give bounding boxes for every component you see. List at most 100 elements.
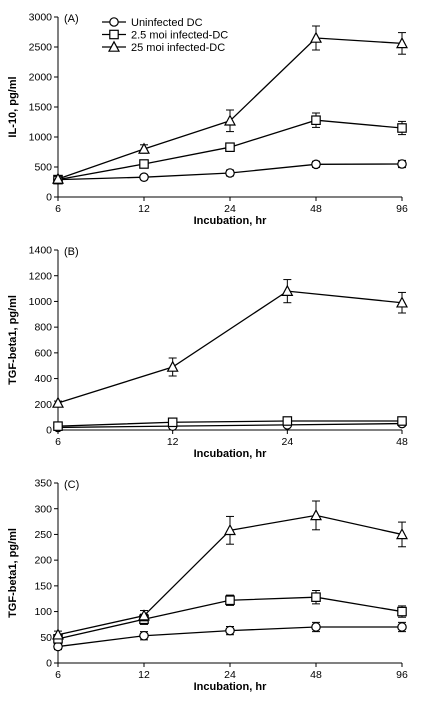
data-point xyxy=(139,630,149,641)
x-tick-label: 12 xyxy=(138,669,150,681)
data-point xyxy=(311,159,321,170)
data-point xyxy=(397,606,407,617)
x-tick-label: 24 xyxy=(281,436,293,448)
y-tick-label: 800 xyxy=(34,322,52,334)
x-tick-label: 6 xyxy=(55,436,61,448)
y-tick-label: 300 xyxy=(34,503,52,515)
x-tick-label: 96 xyxy=(396,669,408,681)
x-axis-title: Incubation, hr xyxy=(194,681,267,693)
y-tick-label: 1000 xyxy=(29,296,53,308)
legend-marker xyxy=(108,40,120,52)
y-tick-label: 1500 xyxy=(29,102,53,114)
data-point xyxy=(281,284,294,296)
data-point xyxy=(311,115,321,125)
x-tick-label: 6 xyxy=(55,669,61,681)
data-point xyxy=(166,360,179,372)
data-point xyxy=(310,31,322,43)
y-tick-label: 100 xyxy=(34,606,52,618)
y-tick-label: 400 xyxy=(34,373,52,385)
data-point xyxy=(138,609,150,621)
y-tick-label: 0 xyxy=(46,658,52,670)
x-tick-label: 48 xyxy=(396,436,408,448)
data-point xyxy=(224,114,236,126)
series-square xyxy=(53,416,407,431)
data-point xyxy=(311,622,321,632)
y-tick-label: 200 xyxy=(34,555,52,567)
series-triangle xyxy=(52,279,408,408)
legend-marker xyxy=(109,29,119,40)
x-axis-title: Incubation, hr xyxy=(194,215,267,227)
series-circle xyxy=(53,621,407,652)
data-point xyxy=(396,36,408,49)
panel-0: 0 500 1000 1500 2000 2500 3000 6 12 24 48 96 Incubat… xyxy=(7,12,408,227)
data-point xyxy=(396,296,408,308)
data-point xyxy=(397,622,407,632)
legend-label: Uninfected DC xyxy=(131,17,203,29)
data-point xyxy=(397,159,407,169)
y-tick-label: 600 xyxy=(34,347,52,359)
y-tick-label: 1200 xyxy=(29,270,53,282)
data-point xyxy=(225,625,235,636)
series-line xyxy=(57,420,402,427)
data-point xyxy=(397,123,407,133)
x-tick-label: 6 xyxy=(55,203,61,215)
panel-2: 0 50 100 150 200 250 300 350 6 12 24 48 96 Incubation… xyxy=(7,478,408,693)
data-point xyxy=(139,159,149,169)
data-point xyxy=(167,417,178,428)
panel-label: (C) xyxy=(64,479,79,491)
x-tick-label: 12 xyxy=(167,436,179,448)
x-tick-label: 96 xyxy=(396,203,408,215)
legend-label: 2.5 moi infected-DC xyxy=(131,29,228,41)
y-tick-label: 200 xyxy=(34,399,52,411)
series-square xyxy=(53,589,407,644)
y-tick-label: 1400 xyxy=(29,245,53,257)
data-point xyxy=(138,142,150,154)
y-axis-title: IL-10, pg/ml xyxy=(7,76,19,137)
y-axis-title: TGF-beta1, pg/ml xyxy=(7,528,19,618)
panel-label: (B) xyxy=(64,246,79,258)
y-tick-label: 2000 xyxy=(29,72,53,84)
y-tick-label: 0 xyxy=(46,192,52,204)
series-line xyxy=(57,422,403,429)
x-tick-label: 48 xyxy=(310,203,322,215)
data-point xyxy=(52,172,64,184)
data-point xyxy=(282,416,293,426)
series-triangle xyxy=(52,500,408,640)
y-tick-label: 1000 xyxy=(29,132,53,144)
series-circle xyxy=(53,159,407,185)
x-tick-label: 12 xyxy=(138,203,150,215)
data-point xyxy=(310,508,322,521)
y-axis-title: TGF-beta1, pg/ml xyxy=(7,295,19,385)
data-point xyxy=(52,396,64,408)
data-point xyxy=(397,416,407,426)
x-tick-label: 48 xyxy=(310,669,322,681)
data-point xyxy=(224,523,236,536)
y-tick-label: 50 xyxy=(40,632,52,644)
legend-label: 25 moi infected-DC xyxy=(131,42,225,54)
series-triangle xyxy=(52,25,408,184)
data-point xyxy=(52,628,64,640)
series-line xyxy=(57,37,403,180)
x-tick-label: 24 xyxy=(224,203,236,215)
y-tick-label: 150 xyxy=(34,580,52,592)
legend-marker xyxy=(109,17,119,27)
y-tick-label: 3000 xyxy=(29,12,53,24)
x-axis-title: Incubation, hr xyxy=(194,448,267,460)
panel-label: (A) xyxy=(64,13,79,25)
data-point xyxy=(139,172,149,182)
panel-1: 0 200 400 600 800 1000 1200 1400 6 12 24 48 Incubati… xyxy=(7,245,408,460)
x-tick-label: 24 xyxy=(224,669,236,681)
y-tick-label: 250 xyxy=(34,529,52,541)
data-point xyxy=(225,142,235,152)
data-point xyxy=(53,421,63,431)
y-tick-label: 2500 xyxy=(29,42,53,54)
y-tick-label: 0 xyxy=(46,425,52,437)
y-tick-label: 350 xyxy=(34,478,52,490)
data-point xyxy=(311,592,321,602)
data-point xyxy=(225,168,235,178)
series-line xyxy=(57,290,403,404)
data-point xyxy=(225,595,235,606)
data-point xyxy=(396,527,408,540)
